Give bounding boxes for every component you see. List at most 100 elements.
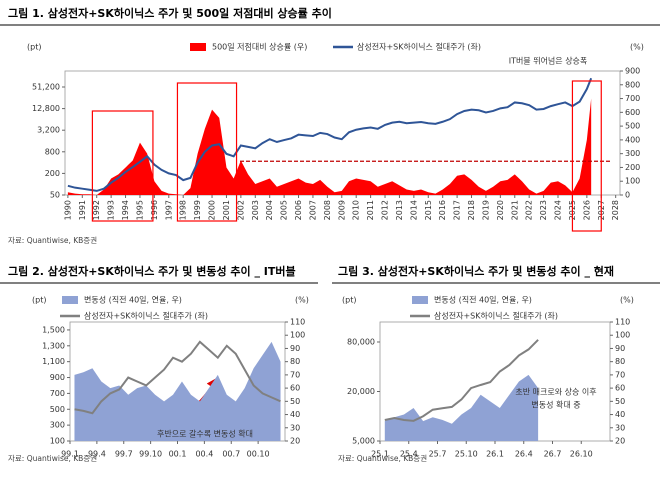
x-tick-label: 2014 bbox=[409, 200, 418, 220]
y2-tick-label: 80 bbox=[290, 357, 300, 366]
y2-tick-label: 70 bbox=[615, 370, 625, 379]
y2-tick-label: 400 bbox=[625, 135, 640, 144]
y-tick-label: 51,200 bbox=[32, 83, 60, 92]
x-tick-label: 00.4 bbox=[195, 450, 213, 459]
y2-tick-label: 50 bbox=[615, 397, 625, 406]
y2-tick-label: 40 bbox=[290, 410, 300, 419]
y-tick-label: 1,100 bbox=[42, 357, 65, 366]
y2-tick-label: 70 bbox=[290, 370, 300, 379]
x-tick-label: 2007 bbox=[308, 200, 317, 220]
y2-tick-label: 110 bbox=[290, 318, 305, 327]
x-tick-label: 1999 bbox=[193, 200, 202, 220]
x-tick-label: 25.1 bbox=[371, 450, 389, 459]
line bbox=[74, 340, 281, 415]
y2-tick-label: 60 bbox=[290, 384, 300, 393]
y-tick-label: 200 bbox=[45, 169, 60, 178]
x-tick-label: 26.7 bbox=[544, 450, 562, 459]
x-tick-label: 2004 bbox=[265, 200, 274, 220]
chart-title: 그림 3. 삼성전자+SK하이닉스 주가 및 변동성 추이 _ 현재 bbox=[338, 264, 614, 278]
x-tick-label: 2017 bbox=[453, 200, 462, 220]
y-tick-label: 1,300 bbox=[42, 341, 65, 350]
y2-tick-label: 20 bbox=[615, 437, 625, 446]
x-tick-label: 2008 bbox=[323, 200, 332, 220]
highlight-box bbox=[571, 80, 602, 232]
x-tick-label: 1990 bbox=[63, 200, 72, 220]
y-tick-label: 800 bbox=[45, 147, 60, 156]
y2-tick-label: 20 bbox=[290, 437, 300, 446]
y2-tick-label: 30 bbox=[615, 423, 625, 432]
legend-label: 삼성전자+SK하이닉스 절대주가 (좌) bbox=[434, 311, 558, 321]
x-tick-label: 99.1 bbox=[61, 450, 79, 459]
y-tick-label: 100 bbox=[50, 437, 65, 446]
x-tick-label: 26.4 bbox=[515, 450, 533, 459]
x-tick-label: 2002 bbox=[236, 200, 245, 220]
y2-tick-label: 40 bbox=[615, 410, 625, 419]
x-tick-label: 25.7 bbox=[429, 450, 447, 459]
y2-tick-label: 100 bbox=[290, 331, 305, 340]
y-tick-label: 50 bbox=[50, 191, 60, 200]
annotation: 초반 매크로와 상승 이후 bbox=[515, 387, 596, 397]
y2-tick-label: 700 bbox=[625, 94, 640, 103]
chart-title: 그림 2. 삼성전자+SK하이닉스 주가 및 변동성 추이 _ IT버블 bbox=[8, 264, 296, 278]
x-tick-label: 2013 bbox=[395, 200, 404, 220]
y2-tick-label: 100 bbox=[615, 331, 630, 340]
x-tick-label: 2000 bbox=[208, 200, 217, 220]
y-unit: (pt) bbox=[32, 296, 46, 305]
y2-tick-label: 800 bbox=[625, 80, 640, 89]
y2-tick-label: 900 bbox=[625, 67, 640, 76]
x-tick-label: 2020 bbox=[496, 200, 505, 220]
x-tick-label: 1998 bbox=[179, 200, 188, 220]
x-tick-label: 2012 bbox=[381, 200, 390, 220]
x-tick-label: 00.7 bbox=[222, 450, 240, 459]
x-tick-label: 2001 bbox=[222, 200, 231, 220]
x-tick-label: 99.10 bbox=[139, 450, 162, 459]
x-tick-label: 1992 bbox=[92, 200, 101, 220]
y2-unit: (%) bbox=[295, 296, 309, 305]
x-tick-label: 2019 bbox=[481, 200, 490, 220]
legend-label: 삼성전자+SK하이닉스 절대주가 (좌) bbox=[84, 311, 208, 321]
y2-tick-label: 60 bbox=[615, 384, 625, 393]
source-note: 자료: Quantiwise, KB증권 bbox=[8, 236, 97, 245]
x-tick-label: 1994 bbox=[121, 200, 130, 220]
y2-tick-label: 110 bbox=[615, 318, 630, 327]
y-tick-label: 12,800 bbox=[32, 104, 60, 113]
legend-swatch bbox=[62, 296, 78, 304]
y-unit: (pt) bbox=[27, 43, 41, 52]
y-tick-label: 900 bbox=[50, 373, 65, 382]
y2-tick-label: 500 bbox=[625, 122, 640, 131]
x-tick-label: 2021 bbox=[510, 200, 519, 220]
y-tick-label: 700 bbox=[50, 389, 65, 398]
x-tick-label: 2022 bbox=[525, 200, 534, 220]
x-tick-label: 1995 bbox=[135, 200, 144, 220]
y-tick-label: 5,000 bbox=[352, 437, 375, 446]
legend-swatch bbox=[190, 43, 206, 51]
line bbox=[384, 339, 539, 422]
x-tick-label: 2005 bbox=[280, 200, 289, 220]
area bbox=[67, 98, 592, 195]
x-tick-label: 26.10 bbox=[570, 450, 593, 459]
x-tick-label: 2010 bbox=[352, 200, 361, 220]
y2-unit: (%) bbox=[630, 43, 644, 52]
x-tick-label: 99.4 bbox=[88, 450, 106, 459]
highlight-box bbox=[91, 110, 154, 222]
x-tick-label: 2024 bbox=[554, 200, 563, 220]
chart-title: 그림 1. 삼성전자+SK하이닉스 주가 및 500일 저점대비 상승률 추이 bbox=[8, 6, 332, 20]
x-tick-label: 2011 bbox=[366, 200, 375, 220]
y2-tick-label: 90 bbox=[290, 344, 300, 353]
y-tick-label: 1,500 bbox=[42, 325, 65, 334]
legend-label: 변동성 (직전 40일, 연율, 우) bbox=[434, 295, 532, 305]
y2-tick-label: 100 bbox=[625, 177, 640, 186]
y2-tick-label: 30 bbox=[290, 423, 300, 432]
y-tick-label: 3,200 bbox=[37, 126, 60, 135]
line bbox=[67, 77, 593, 192]
x-tick-label: 25.10 bbox=[455, 450, 478, 459]
area bbox=[384, 374, 539, 441]
y-tick-label: 20,000 bbox=[347, 387, 375, 396]
legend-label: 삼성전자+SK하이닉스 절대주가 (좌) bbox=[357, 42, 481, 52]
x-tick-label: 1991 bbox=[78, 200, 87, 220]
y-tick-label: 80,000 bbox=[347, 337, 375, 346]
x-tick-label: 2015 bbox=[424, 200, 433, 220]
legend-label: 500일 저점대비 상승률 (우) bbox=[212, 42, 307, 52]
y2-tick-label: 50 bbox=[290, 397, 300, 406]
